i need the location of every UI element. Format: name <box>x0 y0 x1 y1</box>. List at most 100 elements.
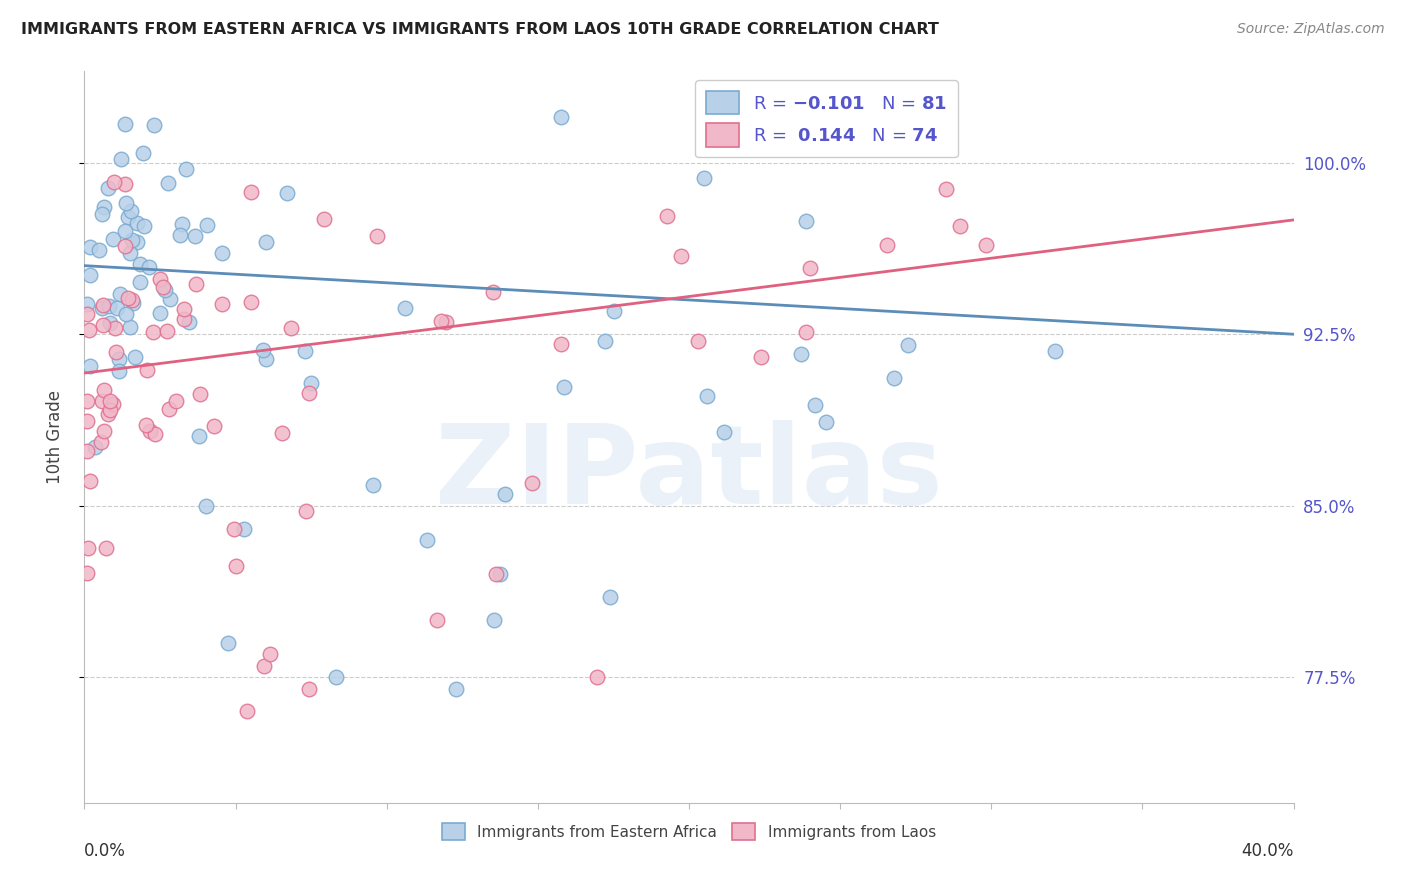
Point <box>76 413 98 427</box>
Point <box>252 343 274 357</box>
Point <box>76 566 98 580</box>
Point <box>883 370 905 384</box>
Point <box>114 224 136 238</box>
Point <box>173 312 195 326</box>
Point <box>142 118 165 132</box>
Point <box>259 647 281 661</box>
Point <box>394 301 416 315</box>
Point <box>132 146 155 161</box>
Text: 0.0%: 0.0% <box>84 842 127 860</box>
Point <box>187 428 209 442</box>
Point <box>84 440 107 454</box>
Point <box>814 415 837 429</box>
Point <box>211 245 233 260</box>
Point <box>121 293 143 308</box>
Point <box>79 240 101 254</box>
Point <box>79 268 101 282</box>
Point <box>299 376 322 391</box>
Point <box>173 301 195 316</box>
Point <box>100 393 122 408</box>
Legend: Immigrants from Eastern Africa, Immigrants from Laos: Immigrants from Eastern Africa, Immigran… <box>436 816 942 847</box>
Text: IMMIGRANTS FROM EASTERN AFRICA VS IMMIGRANTS FROM LAOS 10TH GRADE CORRELATION CH: IMMIGRANTS FROM EASTERN AFRICA VS IMMIGR… <box>21 22 939 37</box>
Point <box>139 424 162 438</box>
Point <box>896 338 918 352</box>
Point <box>179 315 201 329</box>
Point <box>105 345 128 359</box>
Point <box>90 434 112 449</box>
Point <box>233 521 256 535</box>
Point <box>114 239 136 253</box>
Point <box>98 402 121 417</box>
Point <box>134 219 156 234</box>
Point <box>77 541 100 556</box>
Point <box>169 227 191 242</box>
Point <box>103 175 125 189</box>
Point <box>94 541 117 556</box>
Point <box>280 321 302 335</box>
Point <box>98 316 121 330</box>
Text: ZIPatlas: ZIPatlas <box>434 420 943 527</box>
Point <box>796 325 818 339</box>
Point <box>240 185 263 199</box>
Point <box>749 351 772 365</box>
Point <box>156 176 179 190</box>
Point <box>669 249 692 263</box>
Point <box>799 261 821 276</box>
Point <box>93 424 115 438</box>
Point <box>935 182 957 196</box>
Point <box>76 307 98 321</box>
Point <box>236 704 259 718</box>
Point <box>91 318 114 332</box>
Point <box>693 170 716 185</box>
Point <box>129 276 152 290</box>
Point <box>117 291 139 305</box>
Point <box>90 207 112 221</box>
Point <box>225 558 247 573</box>
Point <box>325 670 347 684</box>
Point <box>108 364 131 378</box>
Point <box>295 504 318 518</box>
Point <box>804 398 827 412</box>
Point <box>276 186 298 201</box>
Point <box>101 231 124 245</box>
Point <box>974 237 997 252</box>
Point <box>239 294 262 309</box>
Point <box>876 237 898 252</box>
Point <box>155 283 177 297</box>
Point <box>101 397 124 411</box>
Point <box>202 419 225 434</box>
Point <box>794 214 817 228</box>
Point <box>426 613 449 627</box>
Point <box>482 285 505 300</box>
Point <box>138 260 160 274</box>
Point <box>1043 343 1066 358</box>
Point <box>165 393 187 408</box>
Point <box>114 177 136 191</box>
Point <box>120 204 142 219</box>
Point <box>790 347 813 361</box>
Point <box>294 343 316 358</box>
Point <box>553 380 575 394</box>
Point <box>149 272 172 286</box>
Point <box>105 301 128 315</box>
Point <box>550 337 572 351</box>
Point <box>122 296 145 310</box>
Point <box>298 681 321 696</box>
Point <box>125 216 148 230</box>
Point <box>593 334 616 349</box>
Point <box>194 499 217 513</box>
Point <box>489 567 512 582</box>
Point <box>599 590 621 604</box>
Point <box>159 292 181 306</box>
Point <box>115 307 138 321</box>
Point <box>104 320 127 334</box>
Point <box>170 217 193 231</box>
Point <box>89 243 111 257</box>
Point <box>211 297 233 311</box>
Point <box>366 229 388 244</box>
Point <box>118 246 141 260</box>
Point <box>686 334 709 348</box>
Point <box>118 319 141 334</box>
Point <box>222 521 245 535</box>
Point <box>121 233 143 247</box>
